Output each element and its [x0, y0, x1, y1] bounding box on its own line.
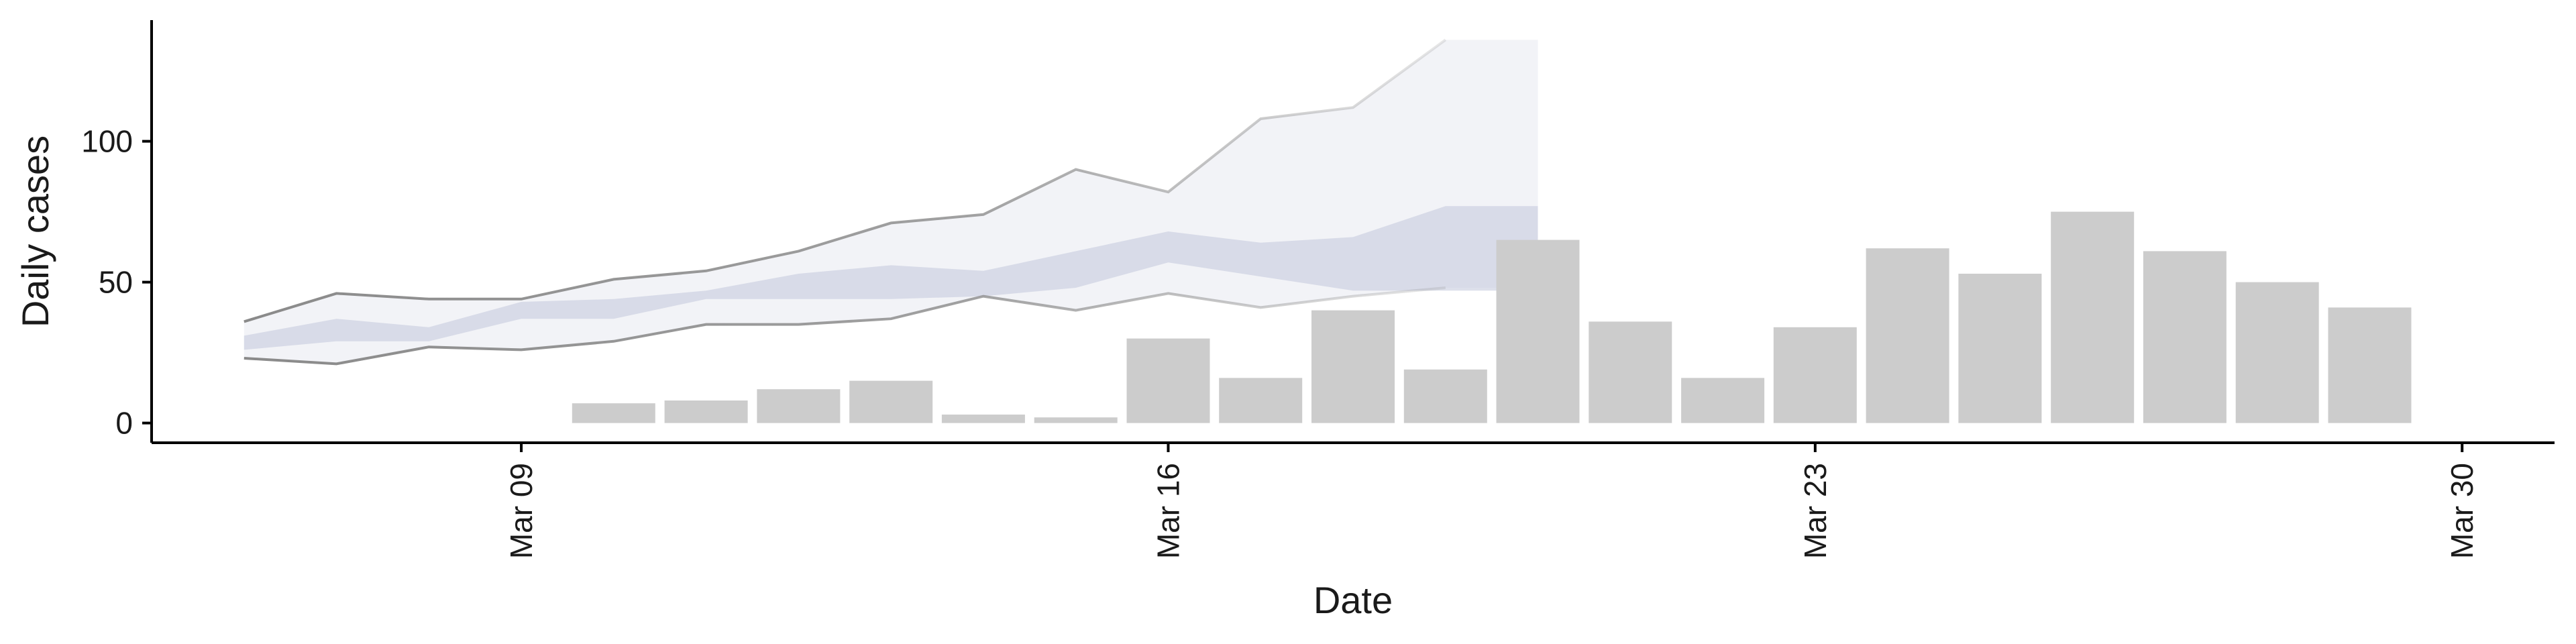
bar-2020-03-22 — [1681, 378, 1765, 423]
y-tick-label: 0 — [115, 406, 133, 441]
outer-projection-band — [244, 40, 1538, 364]
bar-2020-03-10 — [572, 403, 655, 423]
bar-2020-03-13 — [849, 380, 933, 423]
band-lines — [244, 38, 1446, 366]
lower-band-line — [244, 286, 1446, 366]
inner-projection-band — [244, 206, 1538, 350]
bar-2020-03-26 — [2051, 211, 2135, 423]
bar-2020-03-11 — [664, 400, 748, 423]
x-tick-label: Mar 09 — [504, 463, 539, 559]
bar-2020-03-14 — [941, 415, 1025, 423]
bar-2020-03-16 — [1126, 338, 1210, 423]
bars — [572, 211, 2412, 423]
bar-2020-03-24 — [1866, 248, 1949, 423]
x-axis-title: Date — [1313, 579, 1393, 621]
x-tick-label: Mar 23 — [1798, 463, 1833, 559]
bar-2020-03-21 — [1589, 321, 1672, 423]
bar-2020-03-18 — [1311, 310, 1395, 423]
y-tick-label: 50 — [99, 265, 133, 300]
bar-2020-03-19 — [1403, 369, 1487, 423]
bar-2020-03-20 — [1496, 239, 1580, 423]
projection-bands — [244, 40, 1538, 364]
bar-2020-03-27 — [2143, 251, 2226, 423]
bar-2020-03-28 — [2235, 282, 2319, 423]
x-tick-label: Mar 16 — [1151, 463, 1186, 559]
y-axis-title: Daily cases — [14, 136, 56, 327]
axes — [142, 20, 2555, 452]
x-tick-label: Mar 30 — [2445, 463, 2479, 559]
bar-2020-03-12 — [757, 389, 841, 423]
bar-2020-03-17 — [1219, 378, 1303, 423]
y-tick-label: 100 — [81, 124, 133, 159]
bar-2020-03-23 — [1773, 327, 1857, 423]
bar-2020-03-29 — [2328, 307, 2412, 423]
bar-2020-03-15 — [1034, 417, 1118, 423]
tick-labels: 0 50 100 Mar 09 Mar 16 Mar 23 Mar 30 — [81, 124, 2479, 559]
upper-band-line — [244, 38, 1446, 323]
bar-2020-03-25 — [1958, 274, 2042, 423]
